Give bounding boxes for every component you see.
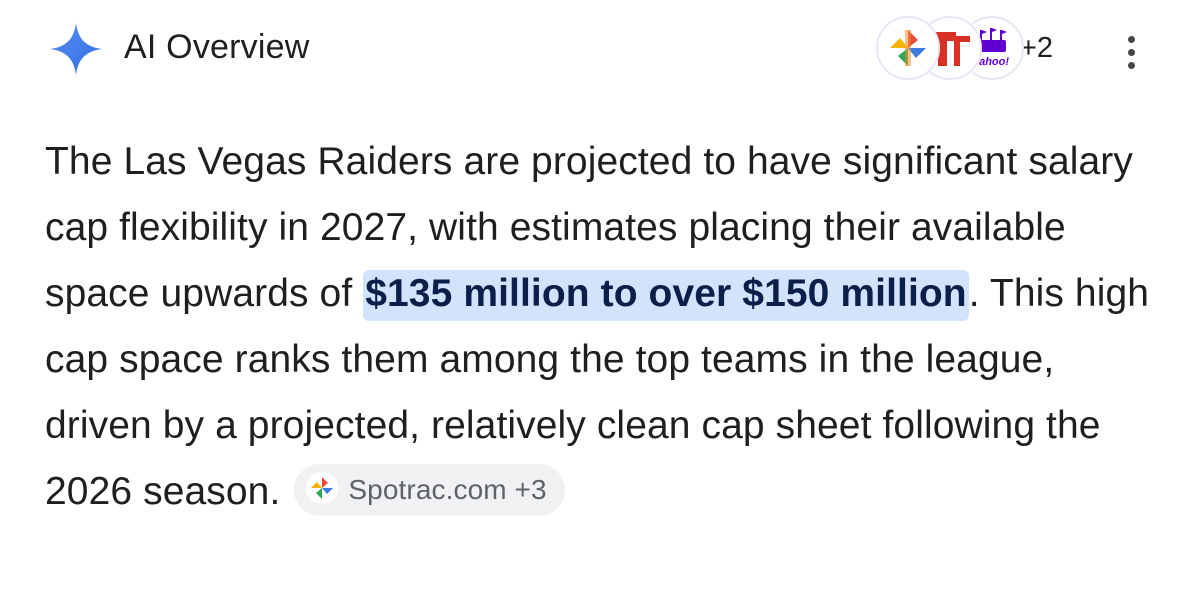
yahoo-icon-label: yahoo!	[972, 56, 1009, 68]
ai-overview-title: AI Overview	[124, 28, 310, 66]
gemini-sparkle-icon	[50, 23, 102, 75]
paragraph-text-intro: The Las Vegas Raiders are projected to h…	[45, 140, 1133, 315]
citation-chip-label: Spotrac.com +3	[348, 473, 547, 505]
citation-chip[interactable]: Spotrac.com +3	[294, 463, 565, 516]
overview-paragraph: The Las Vegas Raiders are projected to h…	[45, 129, 1165, 525]
ai-overview-header: AI Overview	[0, 0, 1200, 100]
more-sources-count[interactable]: +2	[1020, 32, 1054, 64]
spotrac-icon	[306, 472, 339, 505]
more-options-icon[interactable]	[1113, 32, 1149, 72]
highlighted-figure: $135 million to over $150 million	[363, 270, 969, 321]
source-avatars[interactable]: yahoo!	[876, 16, 1066, 80]
spotrac-icon[interactable]	[876, 16, 940, 80]
paragraph-text-rest: . This high cap space ranks them among t…	[45, 272, 1150, 513]
